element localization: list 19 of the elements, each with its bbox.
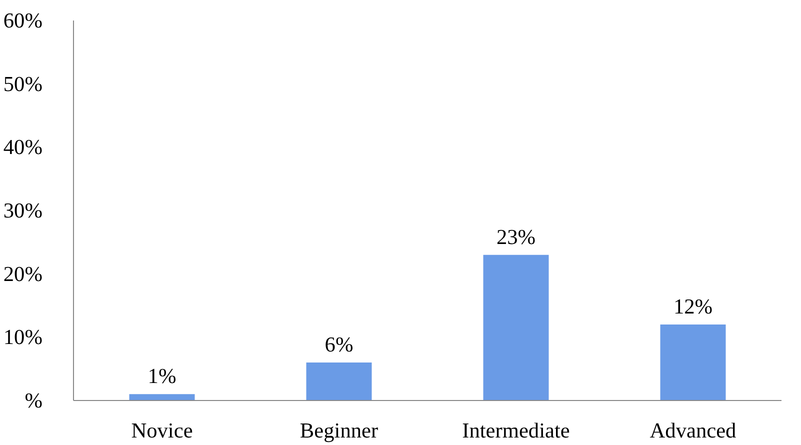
y-tick-label: 10% — [3, 325, 43, 350]
data-label: 1% — [148, 364, 176, 388]
data-label: 6% — [324, 332, 354, 356]
x-tick-label: Novice — [131, 418, 193, 442]
data-label: 23% — [496, 224, 536, 249]
bar — [306, 362, 372, 400]
y-tick-label: % — [24, 388, 43, 412]
bar — [129, 394, 195, 400]
y-tick-label: 30% — [3, 198, 43, 222]
bar — [660, 324, 726, 400]
y-tick-label: 20% — [3, 262, 43, 286]
x-tick-label: Intermediate — [462, 418, 570, 442]
x-tick-label: Advanced — [650, 418, 737, 442]
bar — [483, 254, 549, 400]
x-tick-label: Beginner — [300, 418, 378, 442]
data-label: 12% — [673, 294, 713, 318]
y-tick-label: 60% — [3, 8, 43, 32]
y-tick-label: 50% — [3, 72, 43, 96]
y-tick-label: 40% — [3, 135, 43, 160]
